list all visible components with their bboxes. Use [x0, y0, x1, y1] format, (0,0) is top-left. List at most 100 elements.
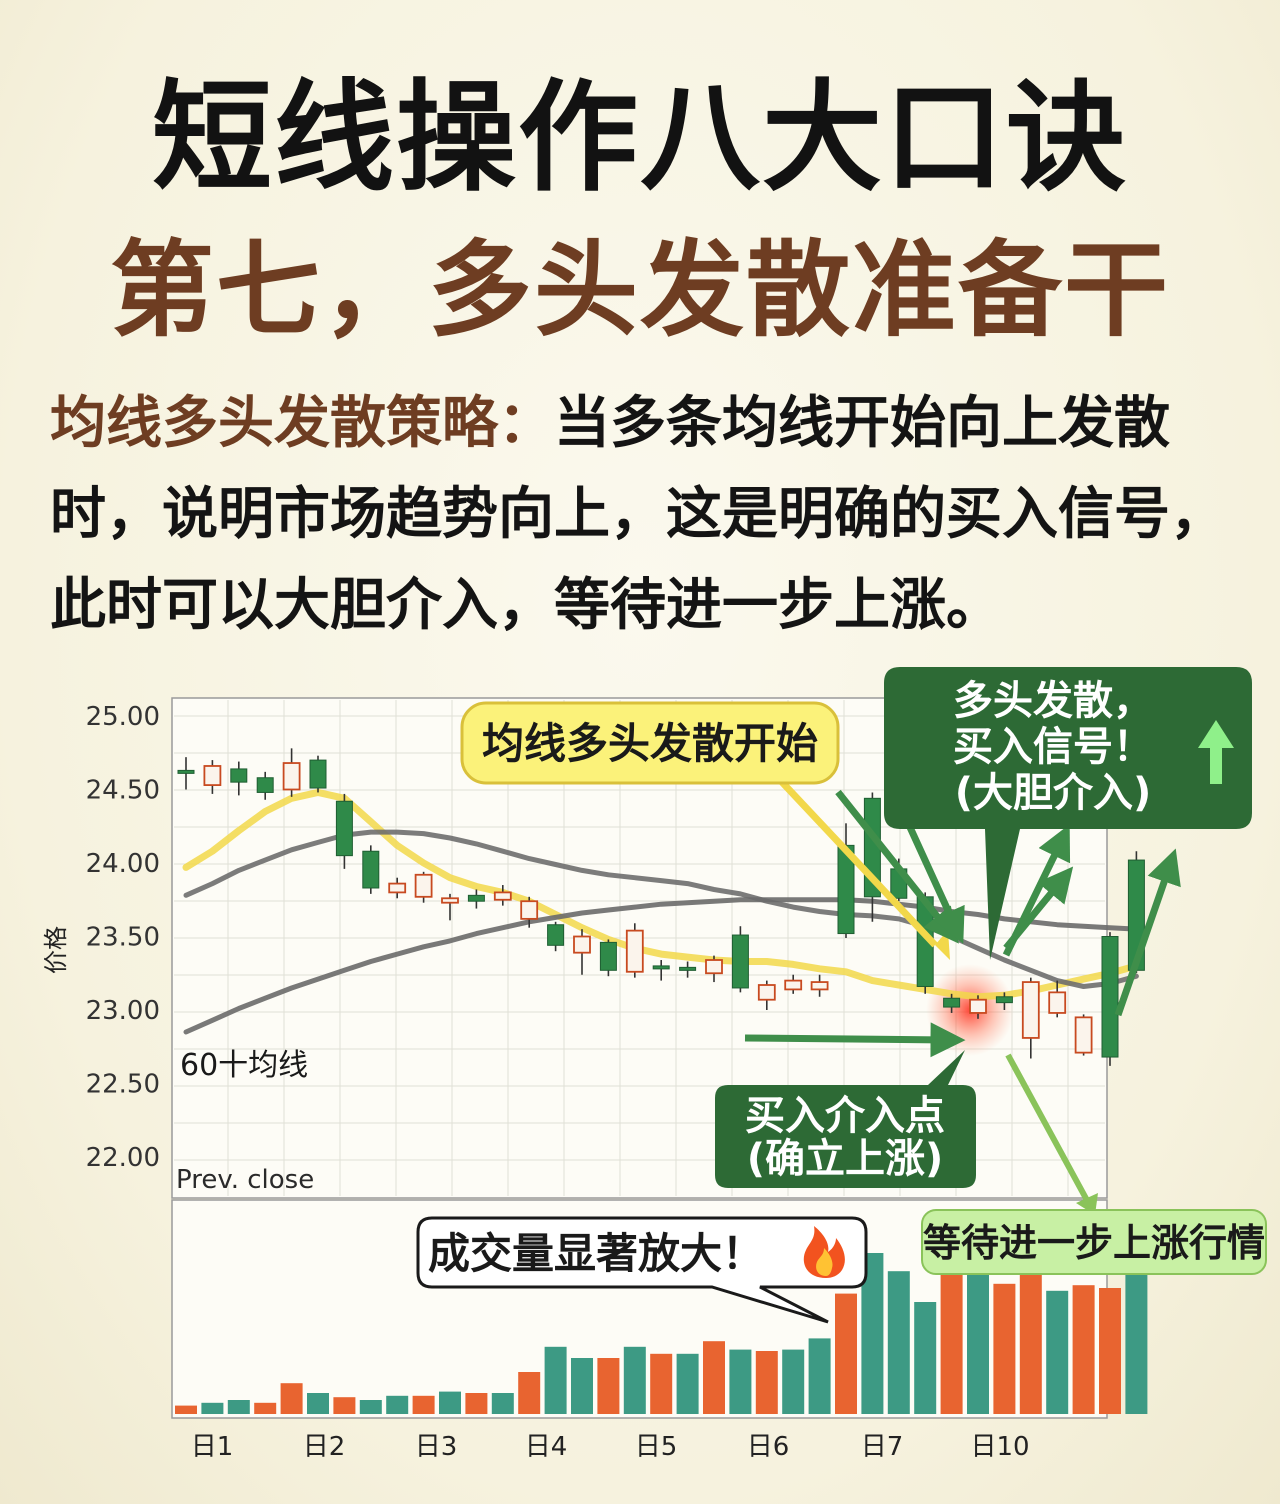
candle-body-down — [573, 935, 591, 954]
volume-bar-up — [623, 1346, 646, 1414]
candle-body-down — [1048, 991, 1067, 1014]
up-arrow-2 — [1002, 824, 1071, 957]
y-tick-label: 25.00 — [86, 702, 160, 732]
volume-bar-down — [518, 1372, 541, 1414]
y-axis-label: 价格 — [42, 926, 70, 974]
volume-bar-down — [650, 1353, 673, 1414]
candle-body-up — [652, 965, 670, 970]
candle — [810, 974, 829, 997]
candle — [652, 960, 670, 981]
up-arrow-icon — [1198, 720, 1234, 784]
x-tick-label: 日6 — [747, 1432, 790, 1462]
candle — [335, 793, 353, 869]
candle-body-down — [784, 979, 803, 991]
candle-body-up — [335, 800, 353, 857]
candle-body-down — [1074, 1016, 1093, 1054]
volume-bar-up — [676, 1353, 699, 1414]
candle-body-up — [1101, 936, 1119, 1058]
volume-note-text: 成交量显著放大！ — [428, 1229, 764, 1278]
volume-bar-up — [491, 1393, 514, 1414]
x-tick-label: 日4 — [525, 1432, 568, 1462]
volume-bar-down — [597, 1358, 620, 1414]
x-tick-label: 日5 — [635, 1432, 678, 1462]
volume-bar-down — [280, 1383, 303, 1414]
candle — [467, 889, 485, 909]
y-tick-label: 23.50 — [86, 923, 160, 953]
volume-bar-up — [307, 1393, 329, 1414]
volume-bar-down — [1019, 1274, 1042, 1414]
candle — [203, 760, 222, 794]
volume-bar-up — [227, 1400, 250, 1414]
candle-body-down — [388, 882, 407, 894]
candle-body-down — [203, 765, 222, 786]
volume-bar-up — [439, 1391, 461, 1414]
wait-arrow — [1005, 1053, 1098, 1217]
up-arrow-3 — [1114, 848, 1181, 1017]
ma-long-line — [183, 897, 1139, 1035]
volume-bar-up — [201, 1402, 224, 1414]
volume-bar-down — [993, 1283, 1016, 1414]
volume-bar-up — [782, 1349, 805, 1414]
volume-bar-down — [465, 1393, 488, 1414]
candle-body-up — [362, 850, 380, 889]
y-tick-label: 23.00 — [86, 996, 160, 1026]
candle-body-up — [256, 777, 274, 793]
candle-body-down — [282, 762, 301, 791]
candle-body-down — [969, 998, 987, 1014]
candle — [1048, 980, 1067, 1018]
volume-bar-up — [861, 1253, 884, 1414]
candle — [256, 771, 274, 800]
volume-bar-down — [254, 1402, 277, 1414]
volume-note-bubble — [416, 1216, 868, 1324]
candle-body-up — [309, 759, 327, 789]
candle — [414, 871, 433, 903]
wait-note-text: 等待进一步上涨行情 — [923, 1221, 1265, 1265]
candle — [1021, 977, 1040, 1059]
candle — [573, 929, 591, 975]
candle-body-up — [599, 941, 617, 971]
candle-body-down — [493, 891, 512, 901]
buy-signal-badge — [884, 667, 1252, 960]
volume-bar-down — [333, 1397, 356, 1414]
ma60-label: 60十均线 — [180, 1048, 308, 1083]
candle — [388, 877, 407, 899]
candle-body-down — [1021, 981, 1040, 1039]
candle-body-up — [679, 966, 697, 971]
page-title: 短线操作八大口诀 — [152, 69, 1128, 208]
candle — [625, 923, 644, 978]
volume-bar-down — [1099, 1288, 1121, 1414]
volume-bar-down — [1072, 1285, 1095, 1414]
entry-arrow — [744, 1022, 966, 1058]
strategy-body: 当多条均线开始向上发散时，说明市场趋势向上，这是明确的买入信号，此时可以大胆介入… — [50, 391, 1226, 638]
fire-icon — [803, 1226, 845, 1278]
candle — [679, 961, 697, 978]
prev-close-label: Prev. close — [176, 1165, 314, 1195]
candle — [969, 995, 987, 1019]
volume-bar-up — [887, 1271, 910, 1414]
signal-arrow-1 — [835, 789, 959, 944]
candle-body-up — [547, 924, 565, 946]
candle — [784, 974, 803, 994]
candle — [282, 748, 301, 797]
candle-body-up — [943, 997, 961, 1008]
buy-signal-line2: 买入信号！ — [953, 724, 1153, 770]
candle-body-up — [467, 894, 485, 902]
candle — [995, 992, 1013, 1010]
strategy-description: 均线多头发散策略：当多条均线开始向上发散时，说明市场趋势向上，这是明确的买入信号… — [50, 378, 1240, 651]
candle-body-down — [705, 959, 723, 975]
volume-bar-down — [835, 1293, 857, 1414]
y-tick-label: 22.00 — [86, 1143, 160, 1173]
entry-point-line1: 买入介入点 — [745, 1093, 945, 1139]
divergence-start-badge — [460, 701, 840, 785]
volume-bar-up — [544, 1346, 567, 1414]
volume-bar-up — [1046, 1290, 1069, 1414]
x-tick-label: 日3 — [415, 1432, 458, 1462]
candle — [943, 993, 961, 1013]
candle-body-down — [757, 984, 776, 1001]
volume-bar-down — [940, 1264, 963, 1414]
y-tick-label: 22.50 — [86, 1070, 160, 1100]
x-tick-label: 日7 — [861, 1432, 904, 1462]
entry-point-line2: (确立上涨) — [747, 1136, 944, 1182]
volume-bar-up — [967, 1260, 989, 1414]
volume-bar-up — [386, 1395, 409, 1414]
